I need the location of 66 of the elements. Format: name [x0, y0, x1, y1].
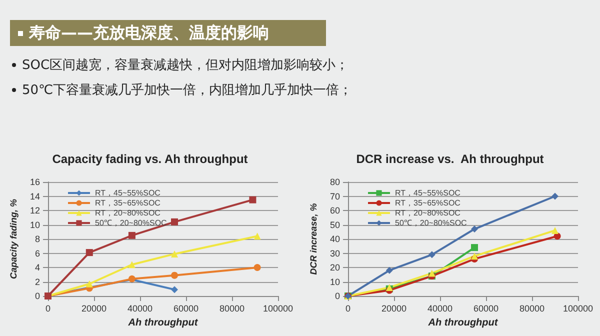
y-tick-label: 10 — [30, 220, 40, 230]
legend-label: 50℃，20~80%SOC — [395, 218, 468, 228]
y-tick-label: 70 — [330, 191, 340, 202]
point — [471, 244, 478, 252]
point — [386, 266, 393, 274]
y-tick-label: 80 — [330, 177, 340, 187]
x-axis-title: Ah throughput — [127, 318, 198, 328]
y-tick-label: 12 — [30, 206, 40, 216]
x-tick-label: 0 — [45, 304, 51, 314]
y-tick-label: 2 — [34, 276, 40, 287]
point — [86, 280, 93, 288]
text: SOC区间越宽，容量衰减越快，但对内阻增加影响较小； — [21, 57, 349, 74]
point — [428, 251, 436, 258]
y-tick-label: 20 — [330, 262, 340, 272]
legend-label: RT，35~65%SOC — [395, 198, 461, 208]
y-tick-label: 60 — [330, 206, 340, 216]
x-tick-label: 100000 — [562, 304, 594, 314]
y-tick-label: 0 — [334, 291, 340, 301]
point — [128, 261, 136, 268]
point — [128, 232, 136, 239]
y-tick-label: 14 — [30, 191, 40, 202]
text: 寿命——充放电深度、温度的影响 — [10, 20, 326, 46]
chart-title: DCR increase vs. Ah throughput — [356, 152, 544, 166]
legend-label: RT，20~80%SOC — [395, 208, 461, 218]
y-tick-label: 0 — [34, 291, 40, 301]
x-tick-label: 60000 — [173, 304, 199, 314]
point — [171, 218, 178, 226]
x-tick-label: 100000 — [262, 304, 294, 314]
point — [254, 264, 261, 271]
x-tick-label: 80000 — [219, 304, 245, 314]
point — [552, 192, 558, 200]
text: 50℃下容量衰减几乎加快一倍，内阻增加几乎加快一倍； — [21, 82, 352, 99]
y-tick-label: 30 — [330, 248, 340, 258]
y-tick-label: 40 — [330, 234, 340, 244]
legend-label: RT，45~55%SOC — [95, 188, 161, 198]
legend-label: 50℃，20~80%SOC — [95, 218, 168, 228]
point — [86, 249, 93, 256]
point — [171, 286, 178, 294]
point — [552, 226, 558, 234]
x-tick-label: 60000 — [473, 304, 499, 314]
point — [428, 270, 436, 277]
chart-title: Capacity fading vs. Ah throughput — [52, 152, 248, 166]
x-tick-label: 80000 — [519, 304, 545, 314]
y-tick-label: 4 — [34, 262, 40, 272]
x-tick-label: 20000 — [381, 304, 407, 314]
point — [471, 252, 478, 260]
x-axis-title: Ah throughput — [427, 318, 498, 328]
legend-label: RT，45~55%SOC — [395, 188, 461, 198]
y-axis-title: Capacity fading, % — [8, 198, 18, 280]
point — [249, 196, 256, 204]
point — [171, 250, 178, 258]
y-axis-title: DCR increase, % — [308, 203, 318, 275]
point — [471, 226, 478, 233]
y-tick-label: 10 — [330, 276, 340, 287]
x-tick-label: 0 — [345, 304, 351, 314]
x-tick-label: 40000 — [427, 304, 453, 314]
x-tick-label: 40000 — [127, 304, 153, 314]
legend-label: RT，20~80%SOC — [95, 208, 161, 218]
x-tick-label: 20000 — [81, 304, 107, 314]
y-tick-label: 8 — [34, 234, 40, 244]
point — [254, 232, 261, 240]
legend-label: RT，35~65%SOC — [95, 198, 161, 208]
y-tick-label: 16 — [30, 177, 40, 187]
y-tick-label: 50 — [330, 220, 340, 230]
point — [171, 272, 178, 279]
y-tick-label: 6 — [34, 248, 40, 258]
